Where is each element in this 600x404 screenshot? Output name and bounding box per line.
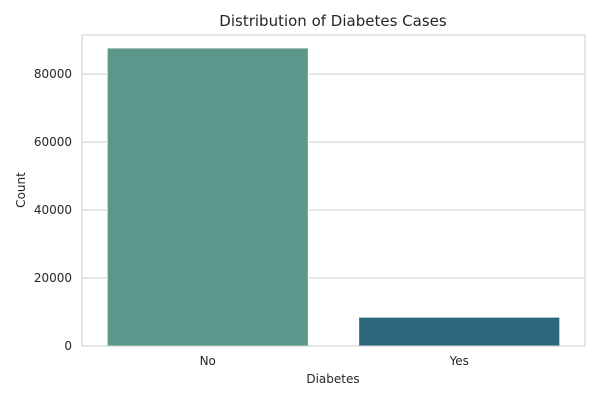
bar-yes <box>358 316 561 347</box>
bars <box>106 47 561 347</box>
y-tick-label: 20000 <box>34 271 72 285</box>
y-tick-label: 40000 <box>34 203 72 217</box>
x-axis-title: Diabetes <box>306 372 359 386</box>
plot-frame <box>81 34 586 347</box>
x-tick-label: No <box>200 354 216 368</box>
x-tick-label: Yes <box>449 354 469 368</box>
y-axis-title: Count <box>14 172 28 208</box>
y-tick-label: 80000 <box>34 67 72 81</box>
chart-title: Distribution of Diabetes Cases <box>219 12 447 30</box>
y-tick-label: 0 <box>64 339 72 353</box>
y-tick-label: 60000 <box>34 135 72 149</box>
bar-no <box>106 47 309 347</box>
x-tick-labels: No Yes <box>200 354 469 368</box>
y-tick-labels: 0 20000 40000 60000 80000 <box>34 67 72 353</box>
